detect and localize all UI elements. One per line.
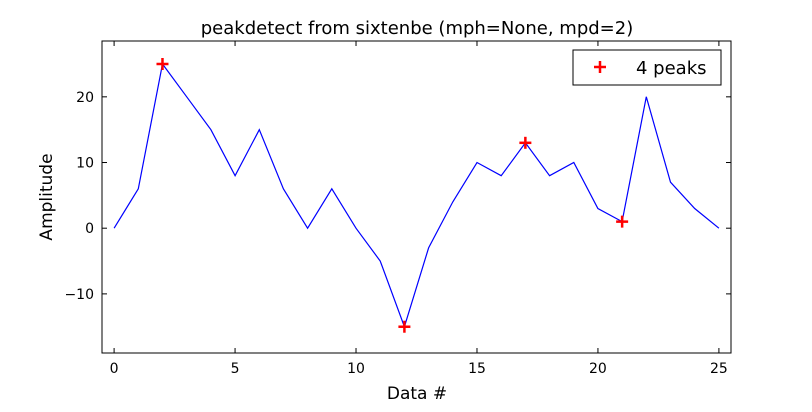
peak-marker — [398, 320, 411, 333]
axes-frame — [101, 40, 732, 354]
peak-marker — [519, 136, 532, 149]
peak-marker — [616, 215, 629, 228]
y-axis-label: Amplitude — [37, 153, 57, 240]
chart-title: peakdetect from sixtenbe (mph=None, mpd=… — [201, 18, 633, 39]
y-tick-label: 0 — [85, 221, 94, 237]
y-tick-label: 20 — [76, 90, 94, 106]
y-tick-label: −10 — [64, 287, 94, 303]
y-tick-label: 10 — [76, 156, 94, 172]
legend: 4 peaks — [572, 49, 722, 86]
legend-label: 4 peaks — [636, 58, 707, 79]
x-tick-label: 20 — [589, 361, 607, 377]
x-tick-label: 10 — [347, 361, 365, 377]
plot-area — [113, 57, 720, 333]
x-tick-label: 25 — [710, 361, 728, 377]
ticks: 0 5 10 15 20 25 −10 0 10 20 — [64, 41, 731, 377]
peak-marker — [156, 57, 169, 70]
x-tick-label: 0 — [110, 361, 119, 377]
x-axis-label: Data # — [387, 384, 447, 404]
x-tick-label: 15 — [468, 361, 486, 377]
series-line — [113, 62, 720, 329]
x-tick-label: 5 — [231, 361, 240, 377]
legend-marker-plus — [594, 61, 606, 73]
